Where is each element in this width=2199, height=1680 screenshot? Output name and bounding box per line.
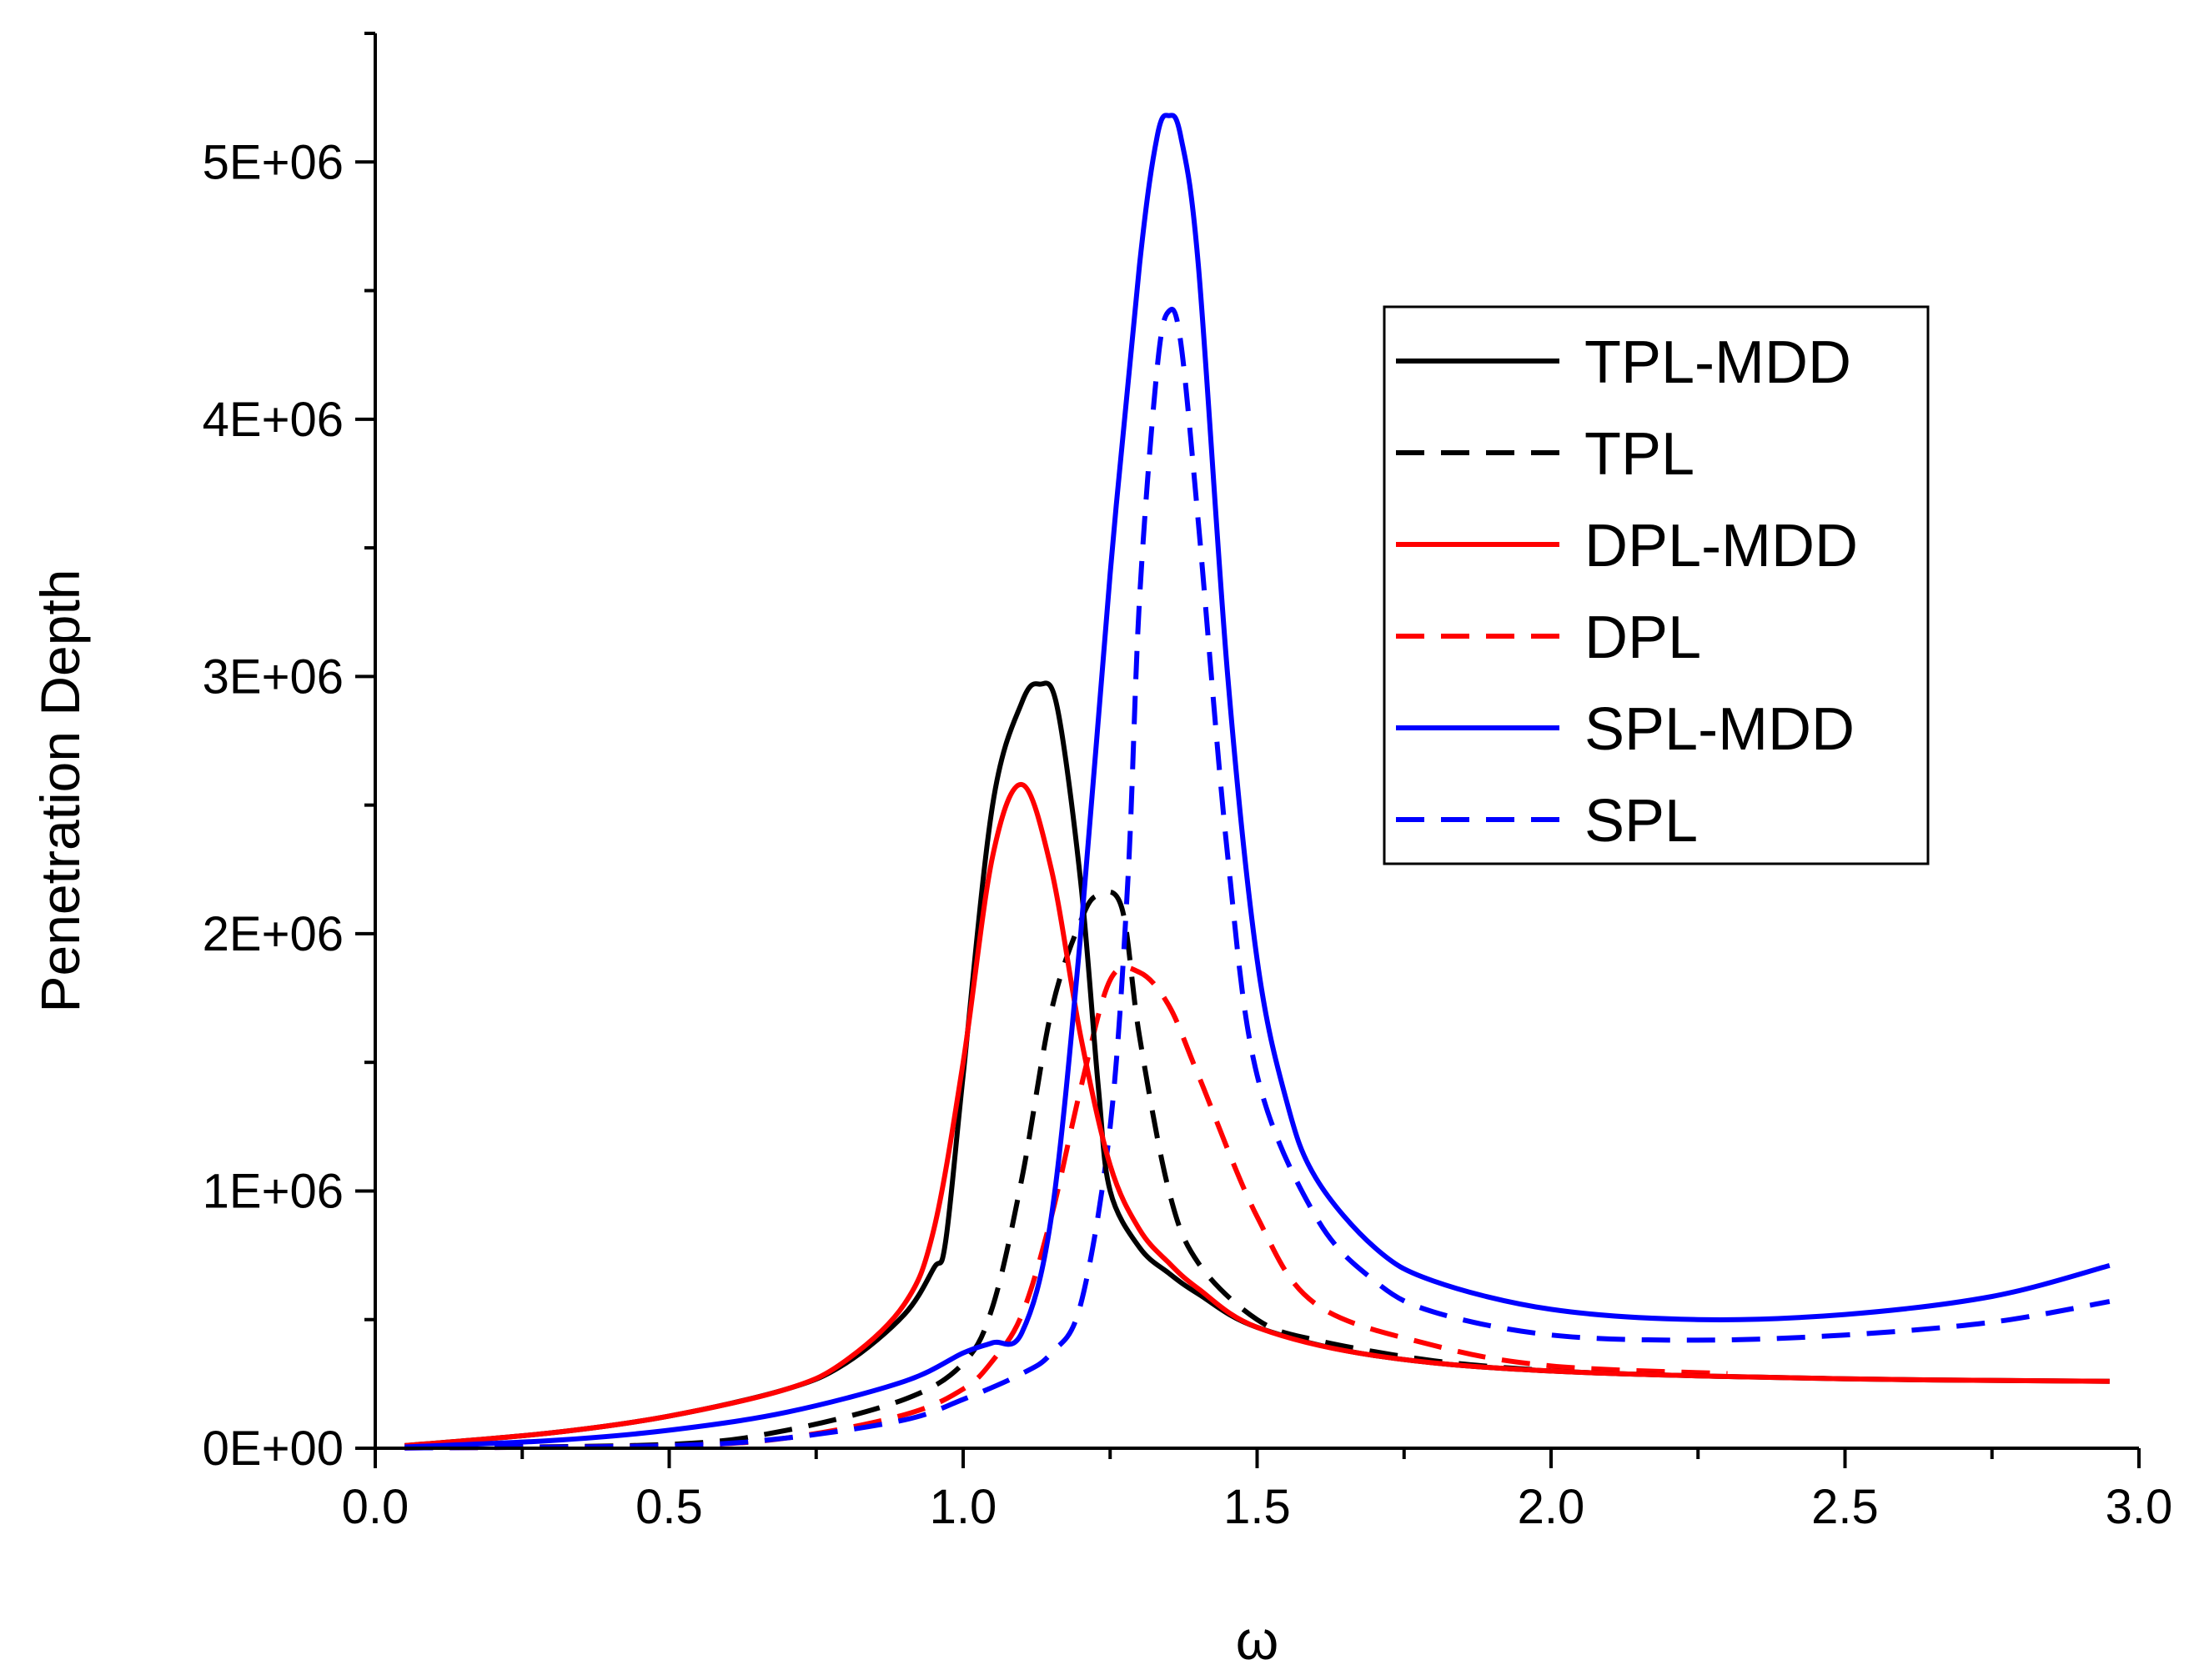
series-line-spl: [404, 306, 2111, 1451]
x-tick-label: 2.5: [1811, 1480, 1879, 1534]
legend-label: SPL-MDD: [1584, 696, 1855, 763]
legend-label: DPL: [1584, 604, 1701, 671]
legend-item-tpl: TPL: [1396, 421, 1694, 488]
legend-label: TPL: [1584, 421, 1694, 488]
y-tick-label: 4E+06: [203, 393, 344, 447]
x-tick-label: 0.0: [342, 1480, 409, 1534]
legend-item-spl-mdd: SPL-MDD: [1396, 696, 1855, 763]
series-line-tpl: [404, 889, 1552, 1451]
legend-item-spl: SPL: [1396, 788, 1698, 855]
axes: 0.0 0.5 1.0 1.5 2.0 2.5 3.0 0E+00 1E+06 2E+06 3E+…: [203, 32, 2173, 1534]
series-lines: [404, 113, 2111, 1451]
series-line-spl-mdd: [404, 113, 2111, 1450]
y-tick-label: 5E+06: [203, 135, 344, 189]
legend-box: [1383, 305, 1930, 865]
x-axis-title: ω: [1236, 1609, 1279, 1671]
x-tick-label: 1.5: [1223, 1480, 1291, 1534]
legend-label: SPL: [1584, 788, 1698, 855]
y-tick-label: 3E+06: [203, 649, 344, 704]
legend-item-dpl: DPL: [1396, 604, 1701, 671]
legend-label: DPL-MDD: [1584, 513, 1858, 579]
x-tick-label: 1.0: [930, 1480, 997, 1534]
legend-item-tpl-mdd: TPL-MDD: [1396, 329, 1851, 396]
legend-items: TPL-MDD TPL DPL-MDD DPL SPL-MDD SPL: [1396, 329, 1858, 855]
series-line-dpl: [404, 965, 1728, 1451]
legend-label: TPL-MDD: [1584, 329, 1851, 396]
x-tick-label: 0.5: [635, 1480, 703, 1534]
series-line-dpl-mdd: [404, 781, 2110, 1448]
x-tick-label: 2.0: [1518, 1480, 1585, 1534]
plot-area: 0.0 0.5 1.0 1.5 2.0 2.5 3.0 0E+00 1E+06 2E+06 3E+…: [203, 32, 2173, 1534]
y-axis-ticks: 0E+00 1E+06 2E+06 3E+06 4E+06 5E+06: [203, 32, 375, 1476]
x-tick-label: 3.0: [2106, 1480, 2173, 1534]
y-axis-title: Penetration Depth: [29, 569, 91, 1012]
x-axis-ticks: 0.0 0.5 1.0 1.5 2.0 2.5 3.0: [342, 1448, 2173, 1534]
y-tick-label: 1E+06: [203, 1164, 344, 1218]
legend-item-dpl-mdd: DPL-MDD: [1396, 513, 1858, 579]
legend: TPL-MDD TPL DPL-MDD DPL SPL-MDD SPL: [1383, 305, 1930, 865]
y-tick-label: 0E+00: [203, 1422, 344, 1476]
y-tick-label: 2E+06: [203, 907, 344, 961]
